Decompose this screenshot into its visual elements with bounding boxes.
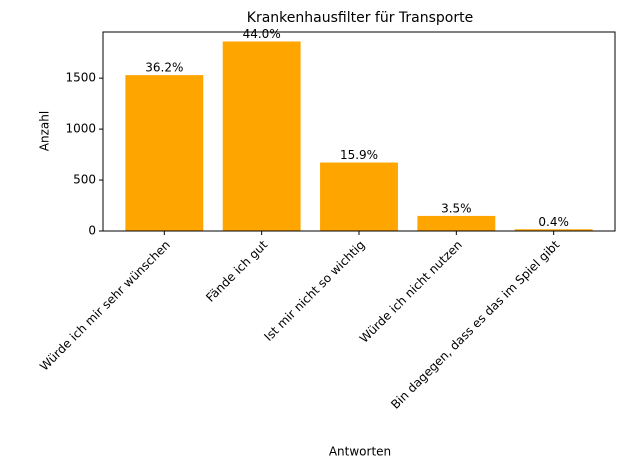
y-axis-label: Anzahl [38,111,52,151]
bar [514,229,593,231]
y-tick-label: 0 [88,224,96,238]
x-tick-label: Würde ich mir sehr wünschen [37,238,173,374]
value-label: 36.2% [145,61,183,75]
bar [222,41,301,231]
value-label: 3.5% [441,201,472,215]
x-tick-label: Fände ich gut [203,237,270,304]
plot-frame [102,31,616,232]
bar [125,75,204,231]
x-axis-label: Antworten [329,445,391,459]
y-tick-label: 1500 [65,71,96,85]
value-label: 0.4% [538,215,569,229]
bar [320,162,398,231]
bar [417,215,496,231]
y-tick-label: 500 [73,173,96,187]
y-tick-label: 1000 [65,122,96,136]
chart-title: Krankenhausfilter für Transporte [247,10,473,26]
x-tick-label: Bin dagegen, dass es das im Spiel gibt [388,237,562,411]
x-tick-label: Würde ich nicht nutzen [357,238,465,346]
value-label: 44.0% [243,27,281,41]
x-tick-label: Ist mir nicht so wichtig [261,238,367,344]
value-label: 15.9% [340,148,378,162]
